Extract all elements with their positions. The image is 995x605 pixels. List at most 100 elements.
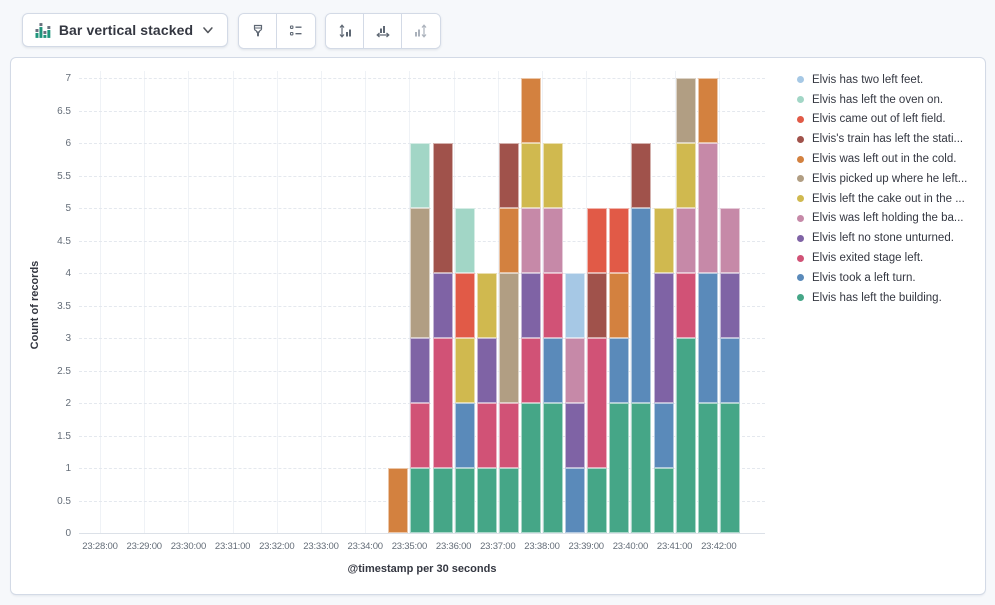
bar-segment[interactable] (587, 208, 608, 273)
legend-item[interactable]: Elvis took a left turn. (789, 268, 981, 288)
bar-segment[interactable] (587, 273, 608, 338)
bar-segment[interactable] (432, 468, 453, 533)
bar-segment[interactable] (675, 143, 696, 208)
bar-segment[interactable] (498, 143, 519, 208)
bar-segment[interactable] (697, 403, 718, 533)
bar-segment[interactable] (498, 403, 519, 468)
bar-segment[interactable] (410, 208, 431, 338)
bar-segment[interactable] (498, 468, 519, 533)
legend-item[interactable]: Elvis came out of left field. (789, 110, 981, 130)
bar-segment[interactable] (498, 208, 519, 273)
bar-segment[interactable] (587, 468, 608, 533)
bar-segment[interactable] (388, 468, 409, 533)
legend-item[interactable]: Elvis left the cake out in the ... (789, 189, 981, 209)
bar-segment[interactable] (476, 338, 497, 403)
bar-segment[interactable] (454, 403, 475, 468)
bar-segment[interactable] (631, 403, 652, 533)
bar-segment[interactable] (697, 143, 718, 273)
bar-segment[interactable] (675, 208, 696, 273)
bar-segment[interactable] (476, 468, 497, 533)
vertical-gridline (100, 71, 101, 533)
chart-legend: Elvis has two left feet. Elvis has left t… (789, 70, 981, 308)
bar-segment[interactable] (675, 78, 696, 143)
bar-segment[interactable] (697, 78, 718, 143)
bar-segment[interactable] (498, 273, 519, 403)
bar-segment[interactable] (719, 208, 740, 273)
bar-segment[interactable] (631, 208, 652, 403)
legend-settings-button[interactable] (277, 14, 315, 48)
bar-segment[interactable] (454, 208, 475, 273)
bar-segment[interactable] (543, 403, 563, 533)
bar-segment[interactable] (454, 338, 475, 403)
legend-color-dot (797, 274, 804, 282)
bar-segment[interactable] (543, 143, 563, 208)
legend-item[interactable]: Elvis has left the building. (789, 288, 981, 308)
legend-item[interactable]: Elvis was left holding the ba... (789, 209, 981, 229)
left-axis-button[interactable] (326, 14, 364, 48)
bar-segment[interactable] (543, 208, 563, 273)
legend-item[interactable]: Elvis has two left feet. (789, 70, 981, 90)
bar-segment[interactable] (454, 468, 475, 533)
bar-segment[interactable] (565, 468, 586, 533)
bar-segment[interactable] (410, 143, 431, 208)
bar-segment[interactable] (653, 468, 674, 533)
bar-segment[interactable] (410, 338, 431, 403)
bar-segment[interactable] (609, 403, 630, 533)
bar-segment[interactable] (631, 143, 652, 208)
legend-item[interactable]: Elvis left no stone unturned. (789, 228, 981, 248)
bar-segment[interactable] (653, 208, 674, 273)
bar-segment[interactable] (587, 338, 608, 468)
legend-item[interactable]: Elvis picked up where he left... (789, 169, 981, 189)
x-axis-title: @timestamp per 30 seconds (347, 563, 497, 575)
bar-segment[interactable] (410, 403, 431, 468)
bar-segment[interactable] (719, 338, 740, 403)
y-axis-tick-label: 2.5 (57, 365, 71, 377)
bar-segment[interactable] (675, 273, 696, 338)
legend-item[interactable]: Elvis was left out in the cold. (789, 149, 981, 169)
chart-type-selector[interactable]: Bar vertical stacked (22, 13, 228, 47)
bar-segment[interactable] (697, 273, 718, 403)
bar-segment[interactable] (520, 208, 541, 273)
vertical-gridline (365, 71, 367, 533)
x-axis-tick-label: 23:35:00 (391, 541, 428, 552)
bar-segment[interactable] (565, 273, 586, 338)
legend-item[interactable]: Elvis exited stage left. (789, 248, 981, 268)
bar-segment[interactable] (520, 338, 541, 403)
visual-options-button[interactable] (239, 14, 277, 48)
bar-segment[interactable] (520, 273, 541, 338)
vertical-gridline (497, 71, 499, 533)
bar-segment[interactable] (719, 403, 740, 533)
bar-segment[interactable] (719, 273, 740, 338)
right-axis-button[interactable] (402, 14, 440, 48)
bar-segment[interactable] (653, 403, 674, 468)
legend-item[interactable]: Elvis's train has left the stati... (789, 129, 981, 149)
bar-segment[interactable] (609, 208, 630, 273)
bar-segment[interactable] (432, 338, 453, 468)
bar-segment[interactable] (565, 403, 586, 468)
legend-label: Elvis has left the building. (812, 291, 942, 304)
bar-segment[interactable] (543, 338, 563, 403)
bar-segment[interactable] (520, 78, 541, 143)
bottom-axis-button[interactable] (364, 14, 402, 48)
y-axis-tick-label: 3.5 (57, 300, 71, 312)
bar-segment[interactable] (432, 143, 453, 273)
bar-segment[interactable] (520, 143, 541, 208)
x-axis-tick-label: 23:38:00 (524, 541, 560, 552)
bar-segment[interactable] (609, 273, 630, 338)
legend-color-dot (797, 195, 804, 203)
bar-segment[interactable] (454, 273, 475, 338)
y-axis-tick-label: 0.5 (57, 495, 71, 507)
y-axis-tick-label: 6.5 (57, 105, 71, 117)
bar-segment[interactable] (432, 273, 453, 338)
x-axis-tick-label: 23:33:00 (303, 541, 339, 552)
bar-segment[interactable] (543, 273, 563, 338)
bar-segment[interactable] (520, 403, 541, 533)
bar-segment[interactable] (476, 273, 497, 338)
bar-segment[interactable] (565, 338, 586, 403)
bar-segment[interactable] (609, 338, 630, 403)
bar-segment[interactable] (653, 273, 674, 403)
bar-segment[interactable] (675, 338, 696, 533)
bar-segment[interactable] (476, 403, 497, 468)
bar-segment[interactable] (410, 468, 431, 533)
legend-item[interactable]: Elvis has left the oven on. (789, 90, 981, 110)
